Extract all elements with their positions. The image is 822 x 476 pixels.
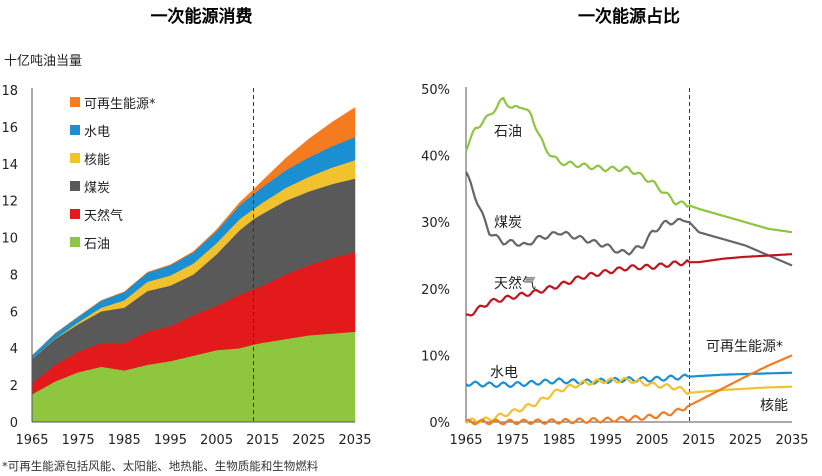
line-series-2 — [465, 253, 793, 317]
left-y-tick-label: 16 — [1, 121, 18, 136]
left-y-tick-label: 12 — [1, 195, 18, 210]
right-y-tick-label: 20% — [421, 283, 450, 298]
right-chart-title: 一次能源占比 — [578, 6, 680, 27]
left-x-tick-label: 1995 — [154, 433, 187, 448]
left-x-tick-label: 1985 — [108, 433, 141, 448]
left-y-axis-label: 十亿吨油当量 — [4, 54, 82, 69]
left-y-tick-label: 18 — [1, 84, 18, 99]
legend-swatch — [70, 237, 80, 247]
line-series-0 — [464, 96, 793, 234]
right-x-tick-label: 2025 — [729, 433, 762, 448]
legend-swatch — [70, 97, 80, 107]
left-x-tick-label: 1965 — [15, 433, 48, 448]
legend-label: 煤炭 — [84, 181, 110, 196]
left-y-tick-label: 10 — [1, 232, 18, 247]
right-y-tick-label: 50% — [421, 83, 450, 98]
legend-swatch — [70, 181, 80, 191]
left-y-tick-label: 4 — [10, 342, 18, 357]
series-label: 石油 — [494, 124, 522, 140]
left-y-tick-label: 6 — [10, 305, 18, 320]
left-y-tick-label: 0 — [10, 416, 18, 431]
legend-label: 核能 — [84, 153, 110, 168]
legend-swatch — [70, 125, 80, 135]
line-series-3 — [465, 371, 793, 389]
series-label: 可再生能源* — [706, 339, 783, 355]
legend-swatch — [70, 209, 80, 219]
right-x-tick-label: 2015 — [682, 433, 715, 448]
right-y-tick-label: 0% — [429, 416, 450, 431]
left-x-tick-label: 2015 — [246, 433, 279, 448]
line-series-1 — [465, 171, 793, 267]
left-chart-title: 一次能源消费 — [151, 6, 253, 27]
footnote: *可再生能源包括风能、太阳能、地热能、生物质能和生物燃料 — [2, 459, 319, 473]
series-label: 核能 — [760, 398, 788, 414]
legend-label: 可再生能源* — [84, 97, 156, 112]
left-y-tick-label: 8 — [10, 268, 18, 283]
right-y-tick-label: 40% — [421, 150, 450, 165]
left-x-tick-label: 1975 — [62, 433, 95, 448]
right-x-tick-label: 2005 — [636, 433, 669, 448]
left-y-tick-label: 2 — [10, 379, 18, 394]
left-x-tick-label: 2025 — [292, 433, 325, 448]
legend-label: 石油 — [84, 237, 110, 252]
right-x-tick-label: 1995 — [589, 433, 622, 448]
left-y-tick-label: 14 — [1, 158, 18, 173]
left-x-tick-label: 2035 — [338, 433, 371, 448]
series-label: 煤炭 — [494, 215, 522, 231]
right-y-tick-label: 10% — [421, 349, 450, 364]
area-series-5 — [31, 107, 356, 356]
series-label: 天然气 — [494, 275, 536, 292]
line-series-4 — [465, 376, 793, 425]
right-x-tick-label: 1985 — [543, 433, 576, 448]
line-series-5 — [465, 354, 793, 426]
right-y-tick-label: 30% — [421, 216, 450, 231]
legend-label: 水电 — [84, 125, 110, 140]
legend-label: 天然气 — [84, 208, 123, 224]
legend-swatch — [70, 153, 80, 163]
right-x-tick-label: 1975 — [496, 433, 529, 448]
series-label: 水电 — [490, 365, 518, 381]
left-x-tick-label: 2005 — [200, 433, 233, 448]
right-x-tick-label: 2035 — [775, 433, 808, 448]
right-x-tick-label: 1965 — [449, 433, 482, 448]
